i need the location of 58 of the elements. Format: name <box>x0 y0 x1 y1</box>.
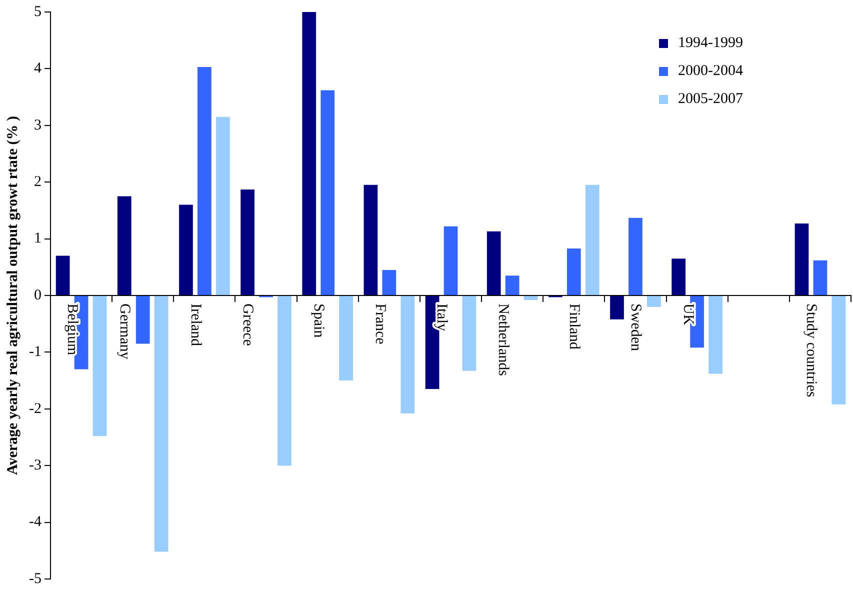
bar <box>382 270 396 295</box>
x-tick-label: Netherlands <box>495 304 512 376</box>
bar <box>56 256 70 295</box>
y-tick-label: 3 <box>34 117 42 134</box>
bar <box>585 184 600 295</box>
bar <box>302 12 316 295</box>
bar <box>708 296 722 374</box>
bar <box>462 296 476 371</box>
x-tick-label: UK <box>680 304 696 326</box>
y-tick-label: -5 <box>28 570 42 587</box>
bar <box>524 296 538 300</box>
bar <box>672 258 686 295</box>
y-tick-label: -2 <box>28 400 42 417</box>
bar <box>339 296 353 381</box>
legend-label: 2000-2004 <box>678 63 743 80</box>
bar <box>813 260 828 295</box>
bar <box>486 231 501 295</box>
bar <box>628 218 642 295</box>
x-tick-label: Germany <box>116 304 132 360</box>
y-tick-label: 4 <box>34 60 42 77</box>
y-tick-label: -3 <box>28 458 42 474</box>
bar <box>444 226 458 295</box>
y-tick-label: 2 <box>34 174 42 190</box>
y-tick-label: 1 <box>34 230 42 247</box>
bar <box>320 90 335 295</box>
bar <box>179 204 193 295</box>
x-tick-label: France <box>372 304 388 345</box>
bar <box>198 67 212 295</box>
bar <box>117 196 132 295</box>
legend-label: 2005-2007 <box>678 91 743 108</box>
bar <box>154 296 168 552</box>
bar <box>400 296 415 414</box>
y-tick-label: 0 <box>34 287 42 304</box>
bar <box>92 296 107 436</box>
y-tick-label: 5 <box>34 4 42 20</box>
bar <box>216 116 230 295</box>
y-tick-label: -4 <box>28 514 42 530</box>
x-tick-label: Belgium <box>64 304 80 356</box>
x-tick-label: Ireland <box>187 304 204 346</box>
x-tick-label: Sweden <box>628 304 644 352</box>
bar <box>647 296 661 307</box>
bar <box>136 296 150 344</box>
bar <box>278 296 292 466</box>
y-axis-title: Average yearly real agricultural output growt rtate (% ) <box>4 116 21 476</box>
x-tick-label: Finland <box>566 304 582 350</box>
x-tick-label: Italy <box>434 304 450 332</box>
bar <box>794 223 809 295</box>
x-tick-label: Study countries <box>803 304 820 398</box>
bar <box>610 296 624 320</box>
bar <box>240 189 254 295</box>
x-tick-label: Spain <box>310 304 326 338</box>
bar <box>566 248 581 295</box>
legend-label: 1994-1999 <box>678 35 743 52</box>
bar <box>505 276 520 295</box>
bar <box>364 184 378 295</box>
x-tick-label: Greece <box>240 304 256 346</box>
y-tick-label: -1 <box>28 344 42 360</box>
bar <box>832 296 846 404</box>
